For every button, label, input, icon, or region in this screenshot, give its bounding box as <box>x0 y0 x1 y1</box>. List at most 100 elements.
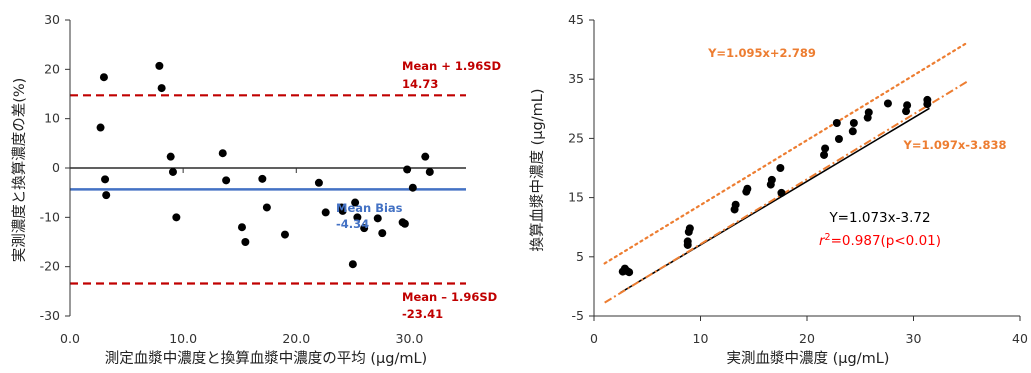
data-point <box>172 213 181 222</box>
data-point <box>625 268 634 277</box>
x-tick-label: 10 <box>693 331 709 346</box>
upper-limit-label: Mean + 1.96SD <box>402 59 501 73</box>
data-point <box>903 101 912 110</box>
x-tick-label: 30.0 <box>396 331 424 346</box>
axes <box>65 19 410 317</box>
fit-equation: Y=1.073x-3.72 <box>828 210 930 226</box>
data-point <box>99 73 108 82</box>
x-axis-title: 測定血漿中濃度と換算血漿中濃度の平均 (μg/mL) <box>105 350 427 367</box>
data-point <box>683 237 692 246</box>
data-point <box>338 206 347 215</box>
data-point <box>155 61 164 70</box>
mean-bias-label: Mean Bias <box>336 201 403 215</box>
data-point <box>373 214 382 223</box>
upper-bound-line <box>603 41 968 265</box>
data-point <box>685 224 694 233</box>
data-point <box>262 203 271 212</box>
data-point <box>101 175 110 184</box>
data-point <box>241 238 250 246</box>
data-point <box>834 134 843 143</box>
data-point <box>166 152 175 161</box>
x-tick-label: 30 <box>906 331 922 346</box>
data-point <box>314 178 323 187</box>
r-squared-value: =0.987(p<0.01) <box>831 233 941 249</box>
data-point <box>96 123 105 132</box>
data-point <box>849 119 858 128</box>
data-point <box>378 229 387 238</box>
lower-limit-label: Mean – 1.96SD <box>402 290 497 304</box>
data-point <box>425 167 434 176</box>
axes <box>589 19 1021 321</box>
data-point <box>360 224 369 233</box>
y-tick-label: 45 <box>568 12 584 27</box>
y-tick-label: 35 <box>568 71 584 86</box>
fit-line <box>620 107 930 294</box>
y-axis-title: 実測濃度と換算濃度の差(%) <box>11 78 28 263</box>
y-axis-title: 換算血漿中濃度 (μg/mL) <box>529 89 546 252</box>
data-point <box>848 127 857 136</box>
data-points <box>618 95 932 277</box>
y-tick-labels: 45 35 25 15 5 -5 <box>568 12 584 323</box>
data-point <box>832 119 841 128</box>
mean-bias-value: -4.34 <box>336 217 369 231</box>
data-point <box>731 200 740 209</box>
x-tick-labels: 0.0 10.0 20.0 30.0 <box>60 331 423 346</box>
y-tick-label: -10 <box>40 209 60 224</box>
data-point <box>821 144 830 153</box>
data-point <box>258 174 267 183</box>
r-symbol: r <box>819 233 826 249</box>
x-tick-label: 0 <box>590 331 598 346</box>
x-tick-label: 20.0 <box>282 331 310 346</box>
data-point <box>280 230 289 239</box>
x-tick-label: 20 <box>799 331 815 346</box>
reference-lines <box>70 94 466 285</box>
upper-limit-value: 14.73 <box>402 77 438 91</box>
data-point <box>321 208 330 217</box>
data-point <box>351 198 360 207</box>
data-point <box>883 99 892 108</box>
lower-bound-equation: Y=1.097x-3.838 <box>903 138 1007 152</box>
y-tick-label: -20 <box>40 259 60 274</box>
data-point <box>353 213 362 222</box>
y-tick-label: 0 <box>52 160 60 175</box>
x-tick-label: 0.0 <box>60 331 80 346</box>
data-point <box>102 191 111 200</box>
data-points <box>96 61 434 269</box>
data-point <box>777 188 786 197</box>
y-tick-label: 10 <box>44 111 60 126</box>
data-point <box>864 108 873 117</box>
data-point <box>421 152 430 161</box>
y-tick-label: 30 <box>44 12 60 27</box>
y-tick-labels: 30 20 10 0 -10 -20 -30 <box>40 12 60 323</box>
y-tick-label: 15 <box>568 190 584 205</box>
y-tick-label: 25 <box>568 130 584 145</box>
data-point <box>237 223 246 232</box>
r-exponent: 2 <box>825 232 831 243</box>
lower-limit-value: -23.41 <box>402 307 443 321</box>
data-point <box>776 164 785 172</box>
upper-bound-equation: Y=1.095x+2.789 <box>707 46 816 60</box>
data-point <box>902 107 911 116</box>
lower-bound-line <box>604 80 968 304</box>
data-point <box>923 95 932 104</box>
correlation-chart: 換算血漿中濃度 (μg/mL) 実測血漿中濃度 (μg/mL) 45352515… <box>529 12 1028 367</box>
data-point <box>218 149 227 158</box>
bland-altman-chart: 実測濃度と換算濃度の差(%) 測定血漿中濃度と換算血漿中濃度の平均 (μg/mL… <box>11 12 501 367</box>
data-point <box>348 260 357 269</box>
x-tick-label: 40 <box>1012 331 1028 346</box>
data-point <box>168 167 177 176</box>
x-axis-title: 実測血漿中濃度 (μg/mL) <box>727 350 890 367</box>
data-point <box>820 150 829 159</box>
data-point <box>222 176 231 185</box>
y-tick-label: -30 <box>40 308 60 323</box>
data-point <box>157 84 166 93</box>
r-squared-label: r2=0.987(p<0.01) <box>819 232 941 249</box>
x-tick-labels: 0 10 20 30 40 <box>590 331 1028 346</box>
data-point <box>408 183 417 192</box>
y-tick-label: 20 <box>44 61 60 76</box>
data-point <box>403 165 412 174</box>
y-tick-label: 5 <box>576 249 584 264</box>
regression-lines <box>603 41 968 304</box>
data-point <box>400 219 409 228</box>
